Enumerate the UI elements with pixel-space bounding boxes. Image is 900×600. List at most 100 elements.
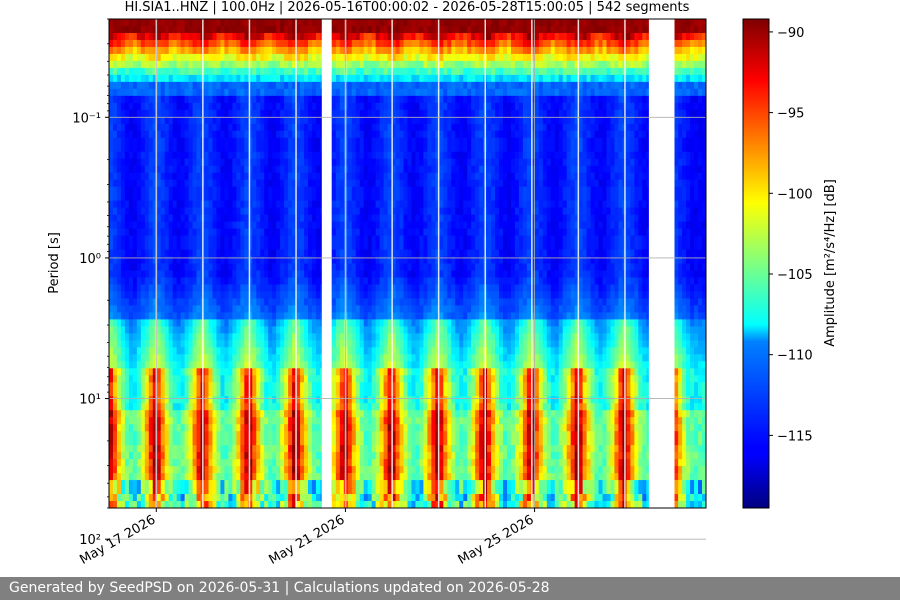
heat-cell: [224, 396, 229, 404]
heat-cell: [205, 487, 210, 495]
heat-cell: [228, 431, 233, 439]
heat-cell: [189, 19, 194, 27]
heat-cell: [352, 243, 357, 251]
heat-cell: [137, 424, 142, 432]
heat-cell: [193, 208, 198, 216]
heat-cell: [332, 264, 337, 272]
heat-cell: [193, 368, 198, 376]
heat-cell: [161, 180, 166, 188]
heat-cell: [236, 47, 241, 55]
heat-cell: [129, 333, 134, 341]
heat-cell: [113, 166, 118, 174]
heat-cell: [284, 117, 289, 125]
heat-cell: [368, 361, 373, 369]
heat-cell: [352, 96, 357, 104]
heat-cell: [121, 96, 126, 104]
heat-cell: [113, 445, 118, 453]
heat-cell: [272, 298, 277, 306]
heat-cell: [224, 159, 229, 167]
heat-cell: [145, 19, 150, 27]
heat-cell: [133, 319, 138, 327]
heat-cell: [264, 243, 269, 251]
heat-cell: [280, 354, 285, 362]
heat-cell: [360, 40, 365, 48]
heat-cell: [360, 424, 365, 432]
heat-cell: [224, 389, 229, 397]
heat-cell: [240, 89, 245, 97]
heat-cell: [332, 312, 337, 320]
heat-cell: [312, 333, 317, 341]
heat-cell: [209, 305, 214, 313]
heat-cell: [372, 124, 377, 132]
heat-cell: [240, 47, 245, 55]
heat-cell: [173, 270, 178, 278]
heat-cell: [364, 291, 369, 299]
heat-cell: [185, 298, 190, 306]
heat-cell: [288, 501, 293, 509]
heat-cell: [129, 47, 134, 55]
heat-cell: [165, 459, 170, 467]
heat-cell: [133, 33, 138, 41]
heat-cell: [348, 61, 353, 69]
heat-cell: [316, 145, 321, 153]
heat-cell: [380, 180, 385, 188]
heat-cell: [368, 138, 373, 146]
heat-cell: [384, 54, 389, 62]
heat-cell: [332, 75, 337, 83]
heat-cell: [109, 284, 114, 292]
heat-cell: [364, 298, 369, 306]
heat-cell: [348, 382, 353, 390]
heat-cell: [260, 270, 265, 278]
heat-cell: [384, 305, 389, 313]
heat-cell: [133, 375, 138, 383]
heat-cell: [340, 312, 345, 320]
heat-cell: [205, 494, 210, 502]
heat-cell: [332, 473, 337, 481]
heat-cell: [113, 410, 118, 418]
heat-cell: [252, 250, 257, 258]
heat-cell: [368, 319, 373, 327]
heat-cell: [220, 75, 225, 83]
heat-cell: [284, 494, 289, 502]
heat-cell: [236, 40, 241, 48]
heat-cell: [368, 243, 373, 251]
heat-cell: [312, 89, 317, 97]
heat-cell: [380, 166, 385, 174]
heat-cell: [332, 305, 337, 313]
heat-cell: [256, 473, 261, 481]
heat-cell: [360, 68, 365, 76]
heat-cell: [364, 236, 369, 244]
heat-cell: [288, 180, 293, 188]
heat-cell: [193, 26, 198, 34]
heat-cell: [232, 33, 237, 41]
heat-cell: [232, 284, 237, 292]
heat-cell: [109, 26, 114, 34]
heat-cell: [145, 361, 150, 369]
heat-cell: [376, 131, 381, 139]
heat-cell: [284, 326, 289, 334]
heat-cell: [133, 201, 138, 209]
heat-cell: [157, 110, 162, 118]
heat-cell: [145, 47, 150, 55]
heat-cell: [364, 208, 369, 216]
heat-cell: [336, 312, 341, 320]
heat-cell: [240, 54, 245, 62]
heat-cell: [288, 410, 293, 418]
heat-cell: [288, 277, 293, 285]
heat-cell: [149, 354, 154, 362]
heat-cell: [264, 466, 269, 474]
heat-cell: [185, 250, 190, 258]
heat-cell: [185, 305, 190, 313]
heat-cell: [252, 340, 257, 348]
heat-cell: [129, 305, 134, 313]
heat-cell: [149, 438, 154, 446]
heat-cell: [109, 452, 114, 460]
heat-cell: [272, 480, 277, 488]
heat-cell: [121, 26, 126, 34]
heat-cell: [129, 131, 134, 139]
heat-cell: [165, 473, 170, 481]
heat-cell: [308, 333, 313, 341]
heat-cell: [169, 47, 174, 55]
heat-cell: [228, 243, 233, 251]
heat-cell: [165, 68, 170, 76]
